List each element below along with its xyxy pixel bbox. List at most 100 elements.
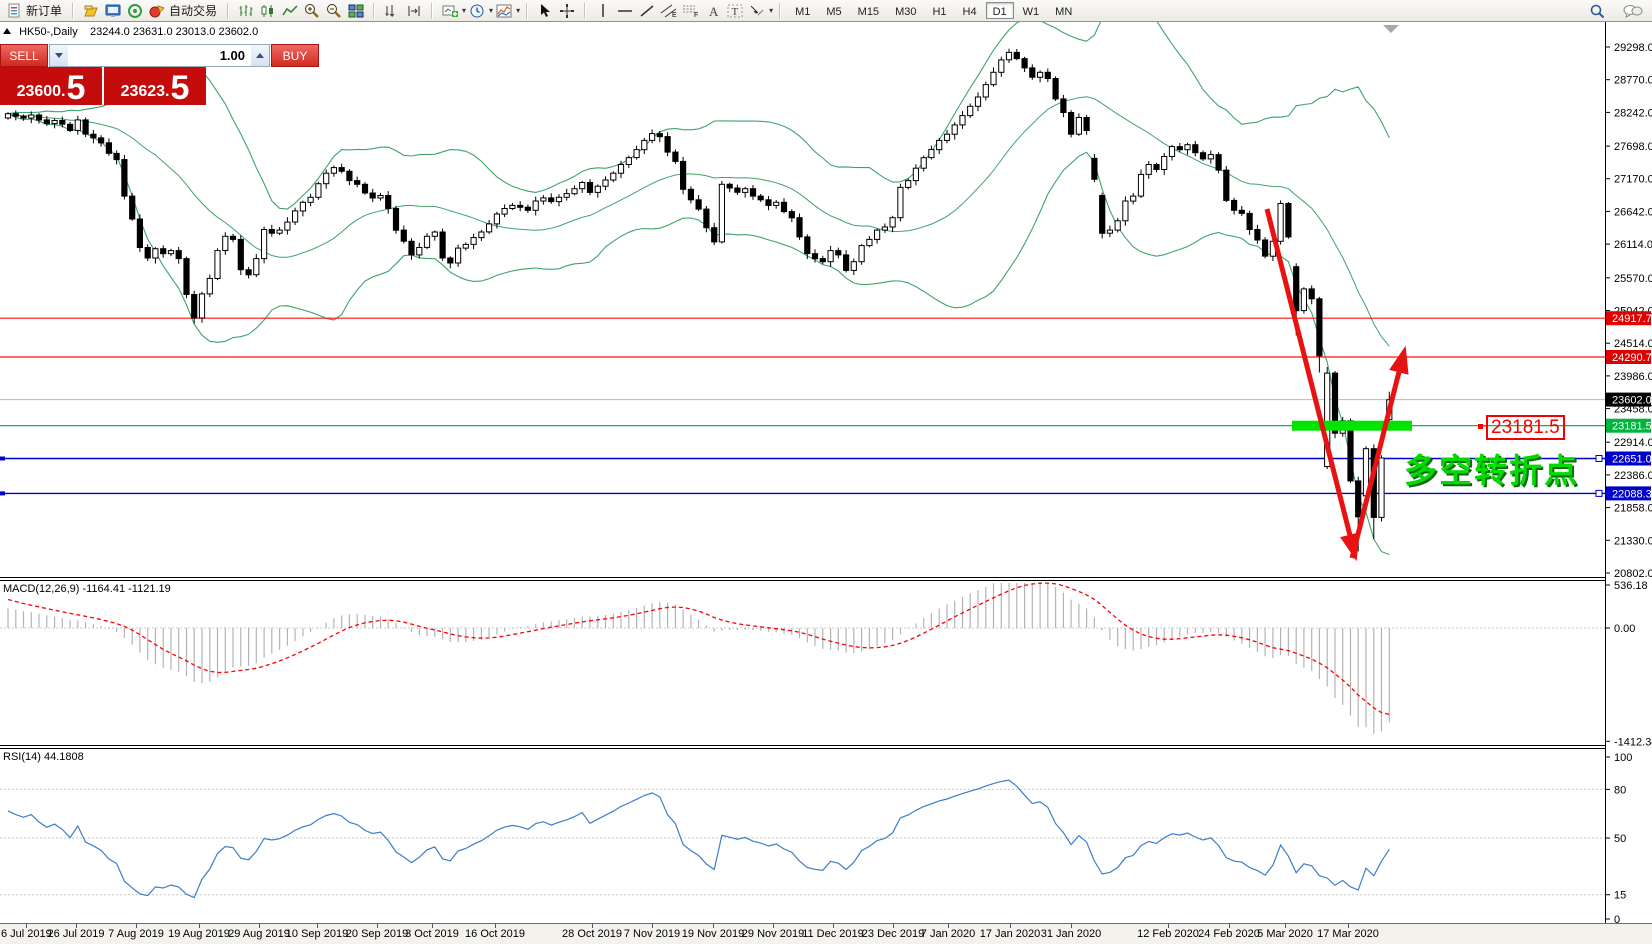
date-label: 19 Aug 2019 [168, 928, 230, 940]
periods-icon[interactable] [466, 1, 488, 20]
price-box-annotation[interactable]: 23181.5 [1486, 415, 1565, 440]
trendline-icon[interactable] [636, 1, 658, 20]
crosshair-icon[interactable] [556, 1, 578, 20]
date-label: 24 Feb 2020 [1198, 928, 1260, 940]
date-tick [833, 924, 834, 928]
buy-price[interactable]: 23623. 5 [104, 67, 206, 105]
svg-text:-1412.34: -1412.34 [1614, 736, 1652, 748]
svg-text:100: 100 [1614, 752, 1632, 764]
vertical-line-icon[interactable] [592, 1, 614, 20]
svg-text:21330.0: 21330.0 [1614, 535, 1652, 547]
fibonacci-icon[interactable]: F [680, 1, 702, 20]
new-order-icon[interactable] [3, 1, 25, 20]
date-tick [76, 924, 77, 928]
date-tick [893, 924, 894, 928]
macd-label: MACD(12,26,9) -1164.41 -1121.19 [3, 583, 171, 595]
zoom-out-icon[interactable] [323, 1, 345, 20]
templates-dropdown-caret[interactable]: ▾ [516, 6, 521, 15]
date-tick [1348, 924, 1349, 928]
new-chart-dropdown-caret[interactable]: ▾ [462, 6, 467, 15]
toolbar: 新订单 自动交易 [0, 0, 1652, 22]
candlestick-chart-icon[interactable] [257, 1, 279, 20]
shapes-dropdown-caret[interactable]: ▾ [769, 6, 774, 15]
profiles-icon[interactable] [80, 1, 102, 20]
svg-text:29298.0: 29298.0 [1614, 42, 1652, 54]
buy-button[interactable]: BUY [271, 44, 319, 67]
svg-text:80: 80 [1614, 784, 1626, 796]
svg-text:50: 50 [1614, 833, 1626, 845]
date-tick [1168, 924, 1169, 928]
volume-increase-button[interactable] [251, 45, 269, 66]
toolbar-separator [373, 2, 376, 19]
date-label: 19 Nov 2019 [681, 928, 745, 940]
date-label: 17 Mar 2020 [1317, 928, 1379, 940]
cursor-icon[interactable] [534, 1, 556, 20]
templates-icon[interactable] [493, 1, 515, 20]
date-tick [713, 924, 714, 928]
buy-price-fraction: 5 [170, 69, 190, 108]
chat-icon[interactable] [1622, 1, 1644, 20]
date-tick [199, 924, 200, 928]
tab-timeframe-W1[interactable]: W1 [1016, 2, 1047, 19]
svg-text:23602.0: 23602.0 [1612, 395, 1652, 407]
svg-text:27698.0: 27698.0 [1614, 141, 1652, 153]
date-label: 7 Jan 2020 [920, 928, 976, 940]
market-watch-icon[interactable] [124, 1, 146, 20]
horizontal-line-icon[interactable] [614, 1, 636, 20]
tile-windows-icon[interactable] [345, 1, 367, 20]
zoom-in-icon[interactable] [301, 1, 323, 20]
date-tick [317, 924, 318, 928]
sell-button[interactable]: SELL [0, 44, 48, 67]
date-label: 3 Oct 2019 [405, 928, 459, 940]
pivot-annotation-text[interactable]: 多空转折点 [1404, 452, 1579, 489]
volume-stepper[interactable] [49, 44, 270, 67]
tab-timeframe-H4[interactable]: H4 [956, 2, 984, 19]
date-tick [652, 924, 653, 928]
line-chart-icon[interactable] [279, 1, 301, 20]
chart-shift-icon[interactable] [403, 1, 425, 20]
tab-timeframe-M5[interactable]: M5 [819, 2, 848, 19]
text-tool-icon[interactable]: A [702, 1, 724, 20]
volume-decrease-button[interactable] [50, 45, 68, 66]
tab-timeframe-M15[interactable]: M15 [851, 2, 886, 19]
tab-timeframe-M30[interactable]: M30 [888, 2, 923, 19]
tab-timeframe-MN[interactable]: MN [1048, 2, 1079, 19]
bar-chart-icon[interactable] [235, 1, 257, 20]
autotrading-icon[interactable] [146, 1, 168, 20]
date-label: 29 Aug 2019 [228, 928, 290, 940]
date-label: 7 Nov 2019 [623, 928, 681, 940]
date-label: 23 Dec 2019 [861, 928, 925, 940]
svg-text:24917.7: 24917.7 [1612, 313, 1652, 325]
auto-arrange-icon[interactable] [381, 1, 403, 20]
label-tool-icon[interactable]: T [724, 1, 746, 20]
date-label: 20 Sep 2019 [345, 928, 409, 940]
equidistant-channel-icon[interactable]: E [658, 1, 680, 20]
date-axis[interactable]: 6 Jul 2019 26 Jul 2019 7 Aug 2019 19 Aug 20… [0, 923, 1652, 944]
new-order-label[interactable]: 新订单 [26, 4, 63, 18]
svg-text:22914.0: 22914.0 [1614, 437, 1652, 449]
date-label: 6 Jul 2019 [1, 928, 52, 940]
svg-text:26642.0: 26642.0 [1614, 206, 1652, 218]
autotrading-label[interactable]: 自动交易 [169, 4, 218, 18]
collapse-panel-icon[interactable] [3, 28, 11, 34]
svg-text:28770.0: 28770.0 [1614, 75, 1652, 87]
sell-price[interactable]: 23600. 5 [0, 67, 102, 105]
svg-text:0: 0 [1614, 914, 1620, 926]
new-chart-icon[interactable] [439, 1, 461, 20]
charts-icon[interactable] [102, 1, 124, 20]
volume-input[interactable] [68, 45, 251, 66]
shapes-icon[interactable] [746, 1, 768, 20]
periods-dropdown-caret[interactable]: ▾ [489, 6, 494, 15]
date-tick [432, 924, 433, 928]
toolbar-separator [779, 2, 782, 19]
tab-timeframe-M1[interactable]: M1 [788, 2, 817, 19]
svg-text:24290.7: 24290.7 [1612, 352, 1652, 364]
date-tick [1010, 924, 1011, 928]
search-icon[interactable] [1586, 1, 1608, 20]
tab-timeframe-D1[interactable]: D1 [985, 2, 1014, 19]
down-arrow-icon [55, 53, 63, 58]
toolbar-separator [584, 2, 587, 19]
tab-timeframe-H1[interactable]: H1 [925, 2, 953, 19]
